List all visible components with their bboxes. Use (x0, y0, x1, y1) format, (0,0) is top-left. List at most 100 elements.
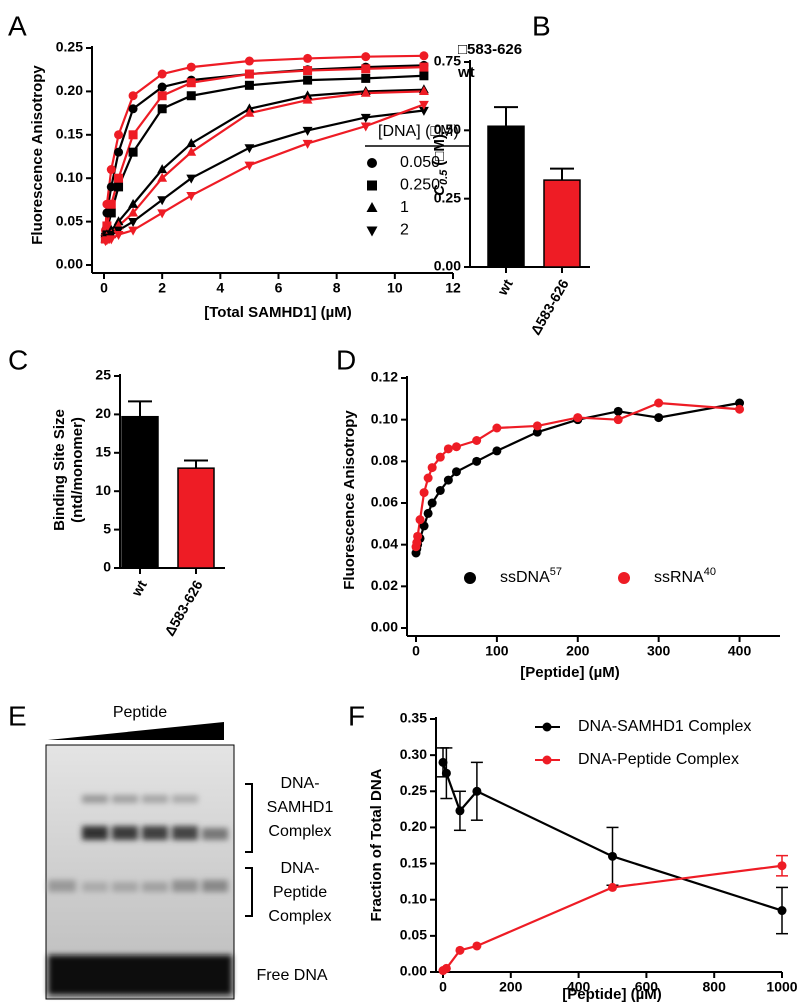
gel-panel: E Peptide DNA- SAMHD1 Complex DNA- Pepti… (8, 700, 333, 1000)
y-tick-label: 0.04 (371, 535, 398, 551)
bracket (245, 783, 253, 917)
panel-label: D (336, 344, 356, 375)
marker (777, 861, 787, 871)
y-tick-label: 5 (103, 520, 111, 536)
label-part: ssRNA (654, 569, 704, 586)
x-tick-label: 12 (445, 280, 461, 296)
legend-marker (542, 755, 552, 765)
legend-marker (542, 722, 552, 732)
legend-marker (464, 572, 476, 584)
x-tick-label: 200 (499, 979, 523, 995)
x-tick-label: 0 (412, 643, 420, 659)
gel-annotation: DNA- (280, 775, 319, 792)
band (82, 826, 108, 840)
y-tick-label: 0.06 (371, 494, 398, 510)
marker (361, 64, 371, 74)
marker (419, 488, 429, 498)
x-tick-label: 1000 (766, 979, 797, 995)
marker (128, 147, 138, 157)
marker (106, 208, 116, 218)
marker (128, 198, 139, 208)
y-axis-label: Fluorescence Anisotropy (29, 65, 46, 245)
marker (244, 107, 255, 117)
marker (128, 91, 138, 101)
y-tick-label: 0.25 (434, 189, 461, 205)
y-tick-label: 0.02 (371, 577, 398, 593)
series-line (104, 74, 424, 240)
y-tick-label: 0.10 (371, 410, 398, 426)
marker (106, 235, 117, 245)
x-tick-label: 100 (485, 643, 509, 659)
marker (608, 851, 617, 861)
marker (654, 413, 664, 423)
y-axis-label: (ntd/monomer) (69, 417, 86, 523)
x-tick-label: 800 (703, 979, 727, 995)
x-axis-label: [Total SAMHD1] (µM) (204, 304, 352, 321)
marker (573, 413, 583, 423)
marker (472, 456, 482, 466)
y-tick-label: 20 (95, 405, 111, 421)
band (48, 955, 232, 995)
y-tick-label: 0.00 (434, 258, 461, 274)
band (112, 795, 138, 803)
legend-label: 2 (400, 222, 409, 239)
legend-label: 0.050 (400, 154, 440, 171)
legend-label: ssDNA57 (500, 566, 562, 586)
marker (472, 436, 482, 445)
marker (106, 199, 116, 209)
y-axis-label: C0.5 (□M) (431, 134, 450, 196)
marker (114, 147, 124, 157)
band (202, 828, 228, 840)
x-tick-label: Δ583-626 (527, 276, 572, 337)
marker (157, 104, 167, 114)
marker (427, 463, 437, 473)
label-part: (□M) (431, 134, 448, 166)
panel-label: E (8, 700, 27, 731)
marker (441, 768, 451, 778)
marker (451, 442, 461, 452)
label-part: ssDNA (500, 569, 550, 586)
marker (492, 446, 502, 456)
y-tick-label: 0.10 (56, 169, 83, 185)
legend-label: ssRNA40 (654, 566, 716, 586)
marker (157, 82, 167, 92)
panel: C 0 5 10 15 20 25 Binding Site Size (ntd/monomer… (8, 344, 225, 639)
marker (128, 226, 139, 236)
y-tick-label: 0.30 (400, 746, 427, 762)
panel-label: C (8, 344, 28, 375)
y-tick-label: 0.00 (371, 619, 398, 635)
marker (186, 138, 197, 148)
x-tick-label: 200 (566, 643, 590, 659)
marker (157, 172, 168, 182)
gel-title: Peptide (113, 704, 167, 721)
label-part: 40 (704, 566, 716, 578)
marker (302, 94, 313, 104)
marker (423, 508, 433, 518)
x-axis-label: [Peptide] (µM) (520, 664, 619, 681)
marker (361, 52, 371, 62)
marker (532, 421, 542, 431)
band (48, 880, 76, 892)
marker (106, 165, 116, 175)
band (202, 880, 228, 892)
marker (443, 475, 453, 485)
marker (128, 218, 139, 227)
x-axis-label: [Peptide] (µM) (562, 986, 661, 1002)
marker (455, 945, 465, 955)
y-tick-label: 25 (95, 367, 111, 383)
y-tick-label: 0.08 (371, 452, 398, 468)
legend-marker (367, 158, 377, 168)
series-line (414, 401, 740, 554)
legend-marker (366, 202, 378, 212)
marker (438, 757, 448, 767)
marker (244, 144, 255, 154)
band (142, 795, 168, 803)
legend-label: DNA-Peptide Complex (578, 751, 739, 768)
marker (102, 221, 112, 231)
y-tick-label: 0.25 (56, 39, 83, 55)
marker (435, 486, 445, 495)
x-tick-label: wt (494, 276, 516, 299)
y-tick-label: 0.50 (434, 121, 461, 137)
marker (128, 207, 139, 217)
marker (302, 126, 313, 136)
